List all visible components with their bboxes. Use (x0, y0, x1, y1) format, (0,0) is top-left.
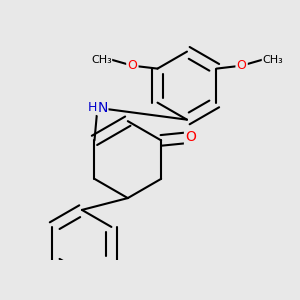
Text: H: H (88, 101, 98, 114)
Text: O: O (128, 59, 137, 72)
Text: O: O (185, 130, 196, 144)
Text: O: O (237, 59, 247, 72)
Text: CH₃: CH₃ (91, 55, 112, 65)
Text: CH₃: CH₃ (262, 55, 283, 65)
Text: N: N (98, 101, 108, 115)
